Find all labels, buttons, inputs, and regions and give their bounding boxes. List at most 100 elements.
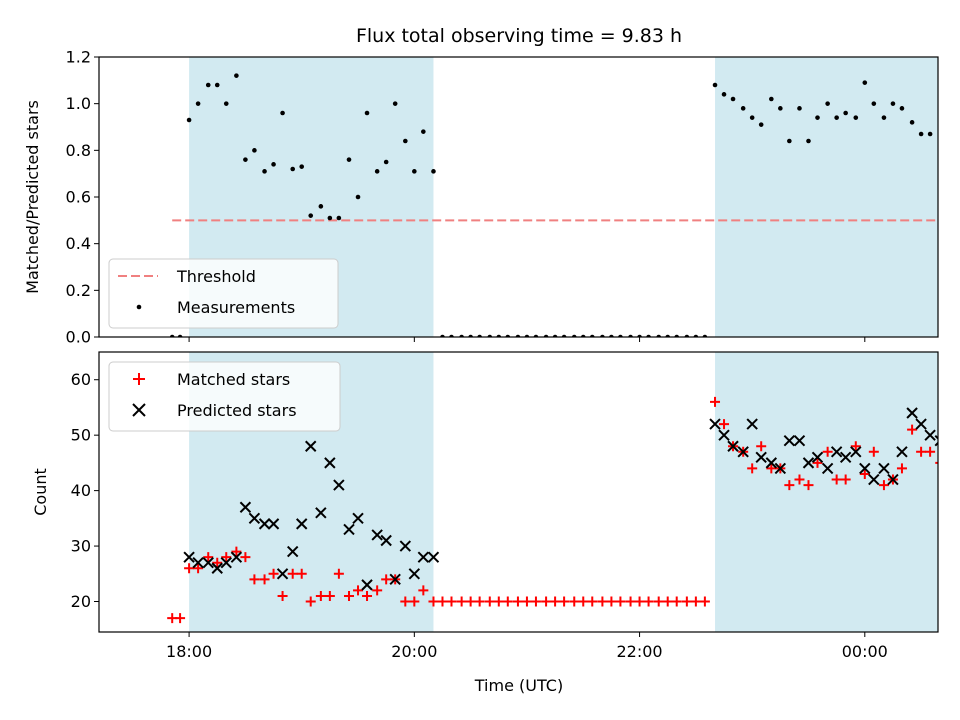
bottom-y-tick-label: 30	[71, 537, 91, 556]
legend-measurements-swatch	[136, 304, 142, 310]
matched-stars-point	[916, 446, 927, 457]
measurements-point	[271, 162, 276, 167]
predicted-stars-point	[296, 518, 308, 530]
matched-stars-point	[231, 546, 242, 557]
matched-stars-point	[925, 446, 936, 457]
matched-stars-point	[550, 596, 561, 607]
legend-label: Matched stars	[177, 370, 290, 389]
matched-stars-point	[643, 596, 654, 607]
predicted-stars-point	[211, 562, 223, 574]
predicted-stars-point	[427, 551, 440, 563]
top-panel: 0.0 0.2 0.4 0.6 0.8 1.0 1.2 Threshold Measuremen…	[66, 48, 960, 347]
matched-stars-point	[606, 596, 617, 607]
matched-stars-point	[794, 474, 805, 485]
predicted-stars-point	[276, 568, 289, 580]
legend-label: Predicted stars	[177, 401, 297, 420]
predicted-stars-point	[953, 469, 960, 479]
measurements-point	[815, 115, 820, 120]
predicted-stars-point	[896, 446, 908, 458]
measurements-point	[740, 106, 746, 111]
predicted-stars-point	[811, 451, 824, 464]
matched-stars-point	[324, 590, 335, 601]
predicted-stars-point	[192, 556, 204, 569]
top-y-tick-label: 0.2	[66, 281, 91, 300]
measurements-point	[956, 120, 960, 125]
matched-stars-point	[437, 596, 448, 607]
predicted-stars-point	[793, 435, 806, 447]
measurements-point	[787, 138, 792, 144]
bottom-y-tick-label: 60	[71, 370, 91, 389]
matched-stars-point	[333, 568, 344, 579]
predicted-stars-point	[859, 462, 871, 475]
bottom-axes-frame	[98, 351, 939, 633]
measurements-point	[421, 129, 426, 134]
predicted-stars-point	[239, 501, 252, 513]
matched-stars-point	[268, 568, 279, 579]
predicted-stars-point	[361, 579, 373, 591]
bottom-y-axis-label: Count	[31, 468, 50, 516]
top-y-tick-label: 0.0	[66, 328, 91, 347]
predicted-stars-point	[850, 446, 862, 458]
matched-stars-point	[907, 424, 918, 435]
matched-stars-point	[859, 468, 870, 479]
measurements-point	[383, 159, 389, 165]
predicted-stars-point	[202, 556, 214, 569]
predicted-stars-point	[934, 435, 938, 447]
matched-stars-point	[671, 596, 682, 607]
measurements-point	[927, 131, 933, 137]
predicted-stars-point	[305, 440, 317, 452]
matched-stars-point	[578, 596, 589, 607]
predicted-stars-point	[286, 545, 299, 558]
matched-stars-point	[184, 563, 195, 574]
predicted-stars-point	[417, 551, 430, 563]
matched-stars-point	[409, 596, 420, 607]
matched-stars-point	[681, 596, 692, 607]
measurements-point	[806, 138, 811, 144]
legend-predicted-swatch	[132, 403, 146, 417]
top-y-tick-label: 0.8	[66, 141, 91, 160]
measurements-point	[403, 138, 408, 144]
bottom-x-tick-label: 20:00	[391, 642, 437, 661]
matched-stars-point	[484, 596, 495, 607]
matched-stars-point	[625, 596, 636, 607]
measurements-point	[758, 122, 764, 127]
matched-stars-point	[287, 568, 298, 579]
predicted-stars-point	[906, 407, 918, 419]
predicted-stars-point	[878, 462, 890, 475]
measurements-point	[223, 101, 229, 106]
predicted-stars-point	[774, 462, 787, 475]
matched-stars-point	[212, 557, 223, 568]
matched-stars-point	[259, 574, 270, 585]
measurements-point	[290, 166, 296, 172]
measurements-point	[730, 96, 736, 102]
measurements-point	[871, 101, 877, 106]
top-y-tick-label: 1.0	[66, 94, 91, 113]
predicted-stars-point	[887, 473, 899, 486]
matched-stars-point	[878, 480, 889, 491]
matched-stars-point	[446, 596, 457, 607]
predicted-stars-point	[830, 446, 843, 458]
matched-stars-point	[541, 596, 552, 607]
matched-stars-point	[428, 596, 439, 607]
legend: Threshold Measurements	[108, 258, 339, 329]
matched-stars-point	[615, 596, 626, 607]
bottom-x-tick-label: 22:00	[617, 642, 663, 661]
matched-stars-point	[203, 552, 214, 563]
matched-stars-point	[381, 574, 392, 585]
top-y-tick-label: 0.4	[66, 234, 91, 253]
measurements-point	[214, 82, 220, 88]
predicted-stars-point	[389, 573, 401, 586]
matched-stars-point	[710, 396, 721, 407]
measurements-point	[299, 164, 305, 169]
legend-label: Threshold	[176, 267, 256, 286]
measurements-point	[336, 215, 342, 221]
bottom-shaded-interval	[715, 352, 938, 632]
bottom-y-tick-label: 40	[71, 481, 91, 500]
matched-stars-point	[662, 596, 673, 607]
matched-stars-point	[502, 596, 513, 607]
predicted-stars-point	[765, 457, 778, 469]
matched-stars-point	[896, 463, 907, 474]
bottom-x-tick-label: 18:00	[166, 642, 212, 661]
measurements-point	[392, 101, 398, 106]
